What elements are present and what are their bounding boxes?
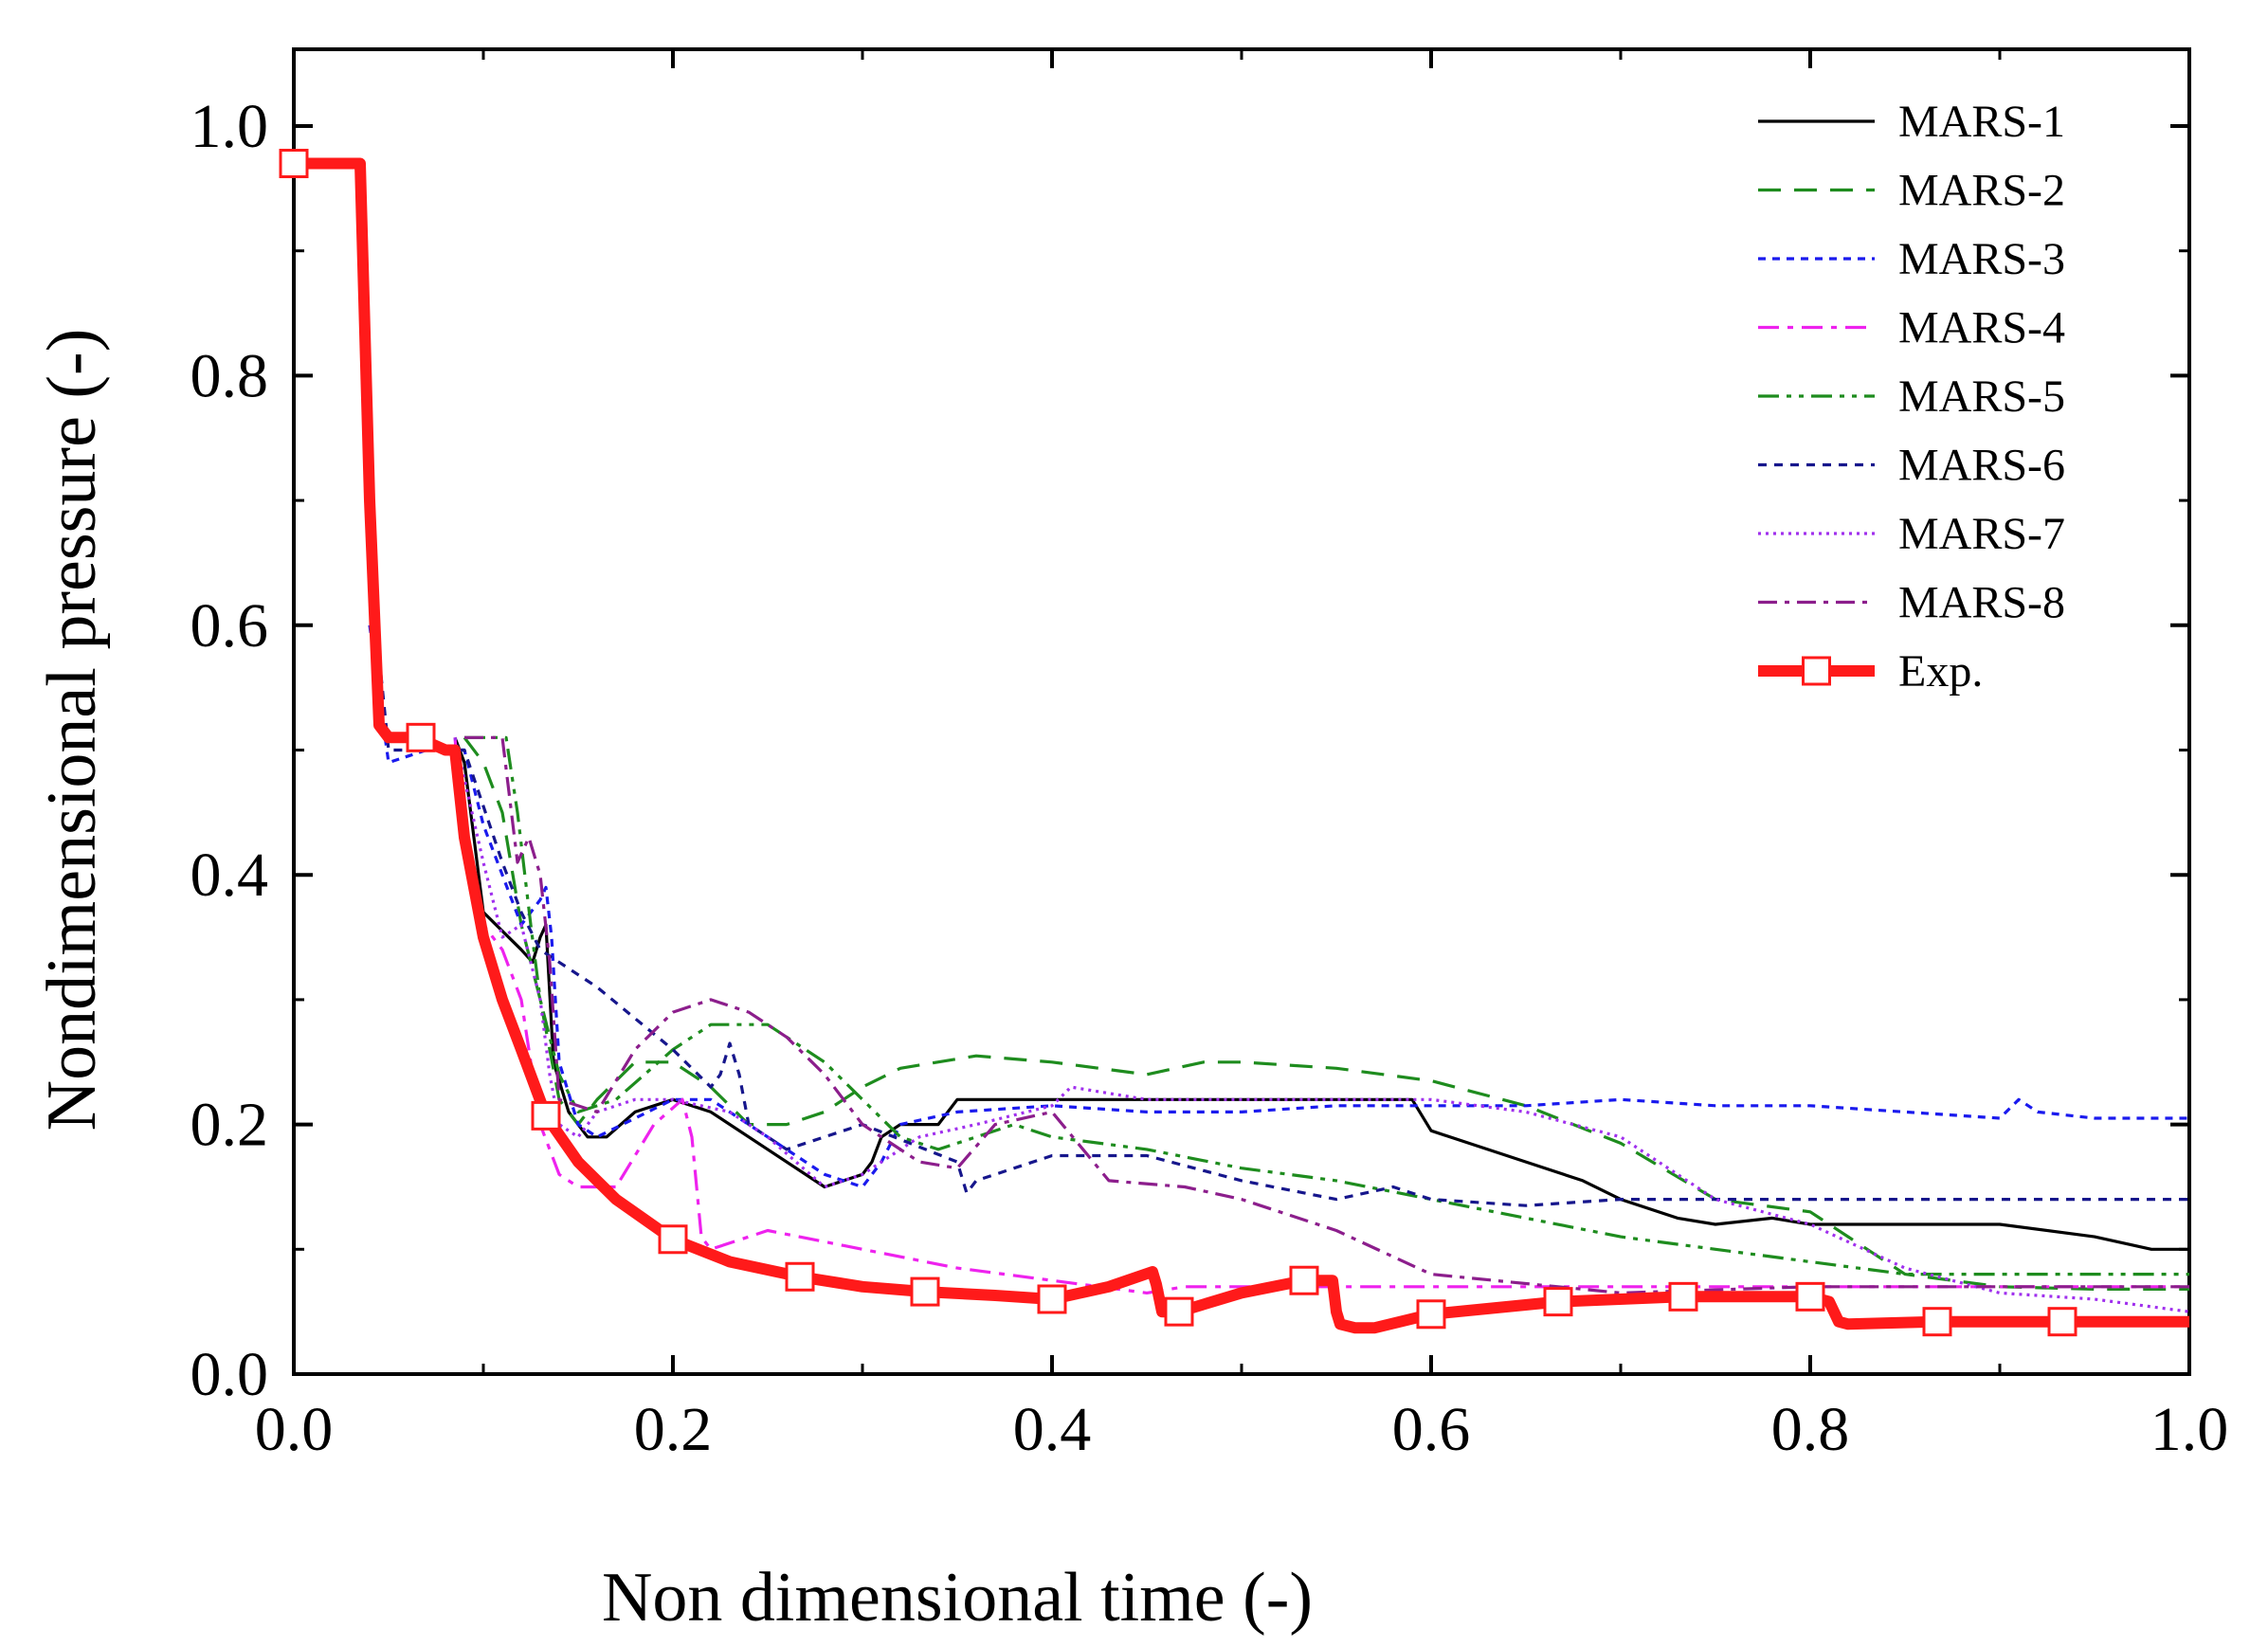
- x-tick-label: 0.8: [1771, 1395, 1850, 1464]
- exp-marker: [785, 1261, 815, 1292]
- exp-marker: [1795, 1281, 1825, 1312]
- exp-marker: [1037, 1284, 1067, 1314]
- legend-label: MARS-8: [1898, 578, 2065, 628]
- x-tick-label: 0.0: [255, 1395, 334, 1464]
- exp-marker: [1416, 1299, 1446, 1330]
- y-tick-label: 0.2: [191, 1091, 269, 1160]
- x-tick-label: 1.0: [2150, 1395, 2229, 1464]
- y-tick-label: 0.6: [191, 591, 269, 661]
- exp-marker: [1289, 1265, 1319, 1295]
- tick-labels: 0.0 0.2 0.4 0.6 0.8 1.0 0.0 0.2 0.4 0.6 0.8 1.0: [191, 92, 2229, 1464]
- exp-marker: [910, 1276, 940, 1307]
- y-tick-label: 0.8: [191, 341, 269, 410]
- y-tick-label: 1.0: [191, 92, 269, 161]
- legend-label: MARS-7: [1898, 509, 2065, 559]
- series-line-mars-8: [464, 735, 2189, 1295]
- series-line-mars-4: [453, 737, 2189, 1295]
- x-tick-label: 0.6: [1392, 1395, 1471, 1464]
- legend-label: MARS-3: [1898, 234, 2065, 284]
- exp-marker: [531, 1100, 561, 1131]
- exp-marker: [1543, 1287, 1573, 1317]
- exp-marker: [1922, 1307, 1952, 1337]
- exp-marker: [406, 722, 436, 752]
- series-line-mars-7: [453, 736, 2189, 1313]
- legend-marker: [1802, 656, 1831, 686]
- legend: MARS-1 MARS-2 MARS-3 MARS-4 MARS-5 MARS-6 MARS…: [1758, 97, 2065, 697]
- series-line-mars-2: [463, 736, 2189, 1292]
- y-tick-label: 0.0: [191, 1340, 269, 1409]
- exp-marker: [1668, 1281, 1698, 1312]
- series-line-mars-6: [368, 562, 2189, 1207]
- exp-marker: [2047, 1307, 2077, 1337]
- exp-marker: [279, 149, 309, 179]
- series-line-mars-5: [464, 735, 2189, 1276]
- legend-label: MARS-1: [1898, 97, 2065, 147]
- y-axis-label: Nondimensional pressure (-): [33, 329, 111, 1131]
- exp-marker: [658, 1224, 688, 1255]
- legend-label: Exp.: [1898, 646, 1983, 697]
- exp-marker: [1164, 1296, 1194, 1327]
- x-tick-label: 0.4: [1013, 1395, 1092, 1464]
- marker-layer: [279, 149, 2077, 1337]
- legend-label: MARS-4: [1898, 303, 2065, 353]
- legend-label: MARS-2: [1898, 166, 2065, 216]
- x-axis-label: Non dimensional time (-): [602, 1559, 1313, 1637]
- x-tick-label: 0.2: [634, 1395, 713, 1464]
- y-tick-label: 0.4: [191, 841, 269, 910]
- axis-ticks: [292, 49, 2191, 1376]
- legend-label: MARS-6: [1898, 441, 2065, 491]
- legend-label: MARS-5: [1898, 371, 2065, 422]
